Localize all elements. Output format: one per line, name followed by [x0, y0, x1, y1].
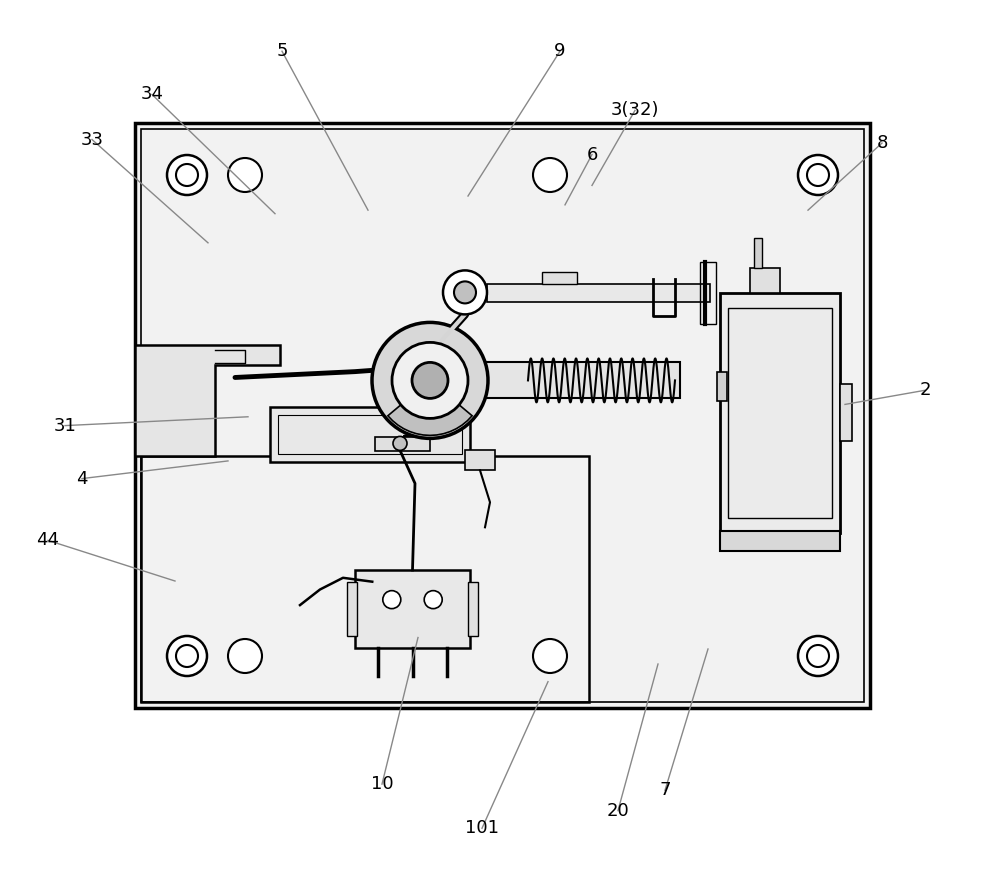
Circle shape [167, 155, 207, 195]
Bar [840, 384, 852, 442]
Text: 5: 5 [276, 42, 288, 60]
Circle shape [176, 645, 198, 667]
Text: 9: 9 [554, 42, 566, 60]
Bar [542, 272, 577, 284]
Bar [347, 582, 357, 637]
Circle shape [392, 343, 468, 419]
Bar [728, 307, 832, 517]
Polygon shape [388, 381, 472, 435]
Text: 31: 31 [54, 417, 76, 434]
Circle shape [798, 636, 838, 676]
Bar [487, 284, 710, 302]
Circle shape [412, 362, 448, 398]
Text: 34: 34 [140, 86, 164, 103]
Circle shape [393, 436, 407, 450]
Circle shape [228, 639, 262, 673]
Text: 10: 10 [371, 775, 393, 793]
Bar [750, 268, 780, 292]
Circle shape [533, 158, 567, 192]
Bar [483, 362, 680, 398]
Bar [720, 531, 840, 550]
Text: 7: 7 [659, 781, 671, 799]
Bar [135, 123, 870, 708]
Circle shape [167, 636, 207, 676]
Circle shape [383, 591, 401, 608]
Bar [141, 129, 864, 702]
Text: 6: 6 [586, 146, 598, 163]
Text: 2: 2 [919, 381, 931, 399]
Bar [720, 292, 840, 532]
Circle shape [372, 322, 488, 438]
Circle shape [807, 164, 829, 186]
Text: 8: 8 [876, 134, 888, 152]
Bar [270, 407, 470, 463]
Text: 101: 101 [465, 819, 499, 837]
Circle shape [228, 158, 262, 192]
Circle shape [533, 639, 567, 673]
Bar [465, 450, 495, 471]
Text: 44: 44 [36, 532, 60, 549]
Circle shape [807, 645, 829, 667]
Circle shape [454, 282, 476, 304]
Text: 3(32): 3(32) [611, 102, 659, 119]
Polygon shape [135, 345, 280, 457]
Bar [754, 238, 762, 268]
Bar [375, 437, 430, 451]
Circle shape [176, 164, 198, 186]
Text: 4: 4 [76, 470, 88, 487]
Bar [355, 570, 470, 648]
Circle shape [424, 591, 442, 608]
Polygon shape [375, 326, 425, 416]
Bar [700, 262, 716, 324]
Text: 33: 33 [80, 131, 104, 148]
Text: 20: 20 [607, 802, 629, 819]
Bar [278, 415, 462, 454]
Circle shape [798, 155, 838, 195]
Bar [141, 457, 589, 702]
Bar [717, 372, 727, 401]
Bar [468, 582, 478, 637]
Circle shape [443, 270, 487, 314]
